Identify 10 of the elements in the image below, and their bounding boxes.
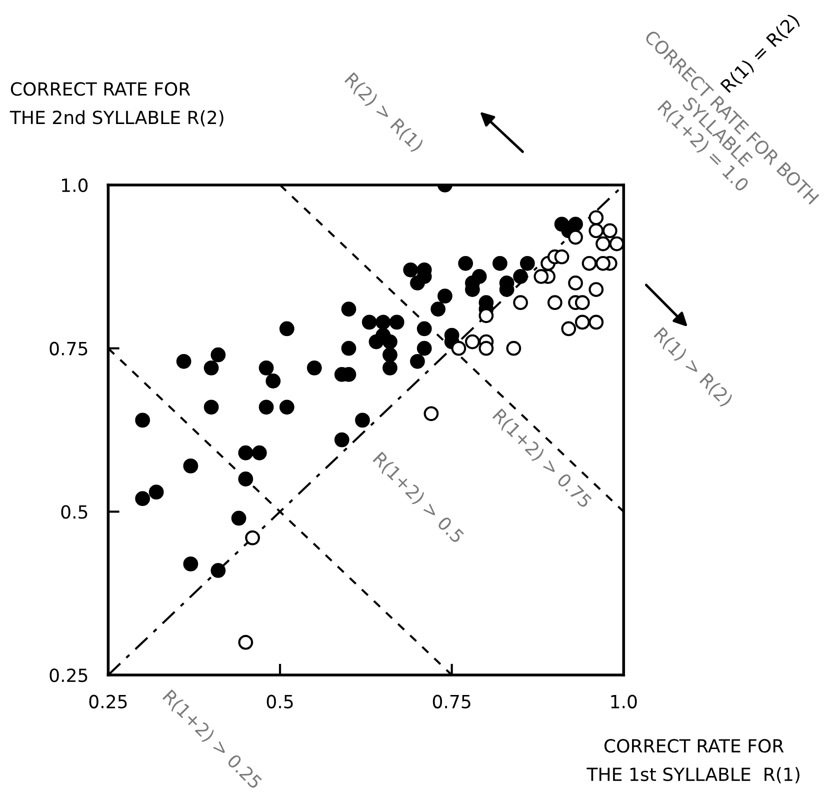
x-tick-label: 0.5	[266, 694, 293, 708]
x-tick-label: 0.25	[89, 694, 127, 708]
x-tick-label: 1.0	[611, 694, 637, 708]
y-tick-label: 0.5	[61, 505, 88, 519]
y-tick-label: 1.0	[62, 178, 88, 192]
y-tick-label: 0.25	[50, 668, 88, 682]
y-axis-title: CORRECT RATE FOR THE 2nd SYLLABLE R(2)	[10, 82, 224, 126]
y-tick-label: 0.75	[50, 342, 88, 356]
x-tick-label: 0.75	[432, 694, 470, 708]
x-axis-title: CORRECT RATE FOR THE 1st SYLLABLE R(1)	[586, 739, 800, 784]
